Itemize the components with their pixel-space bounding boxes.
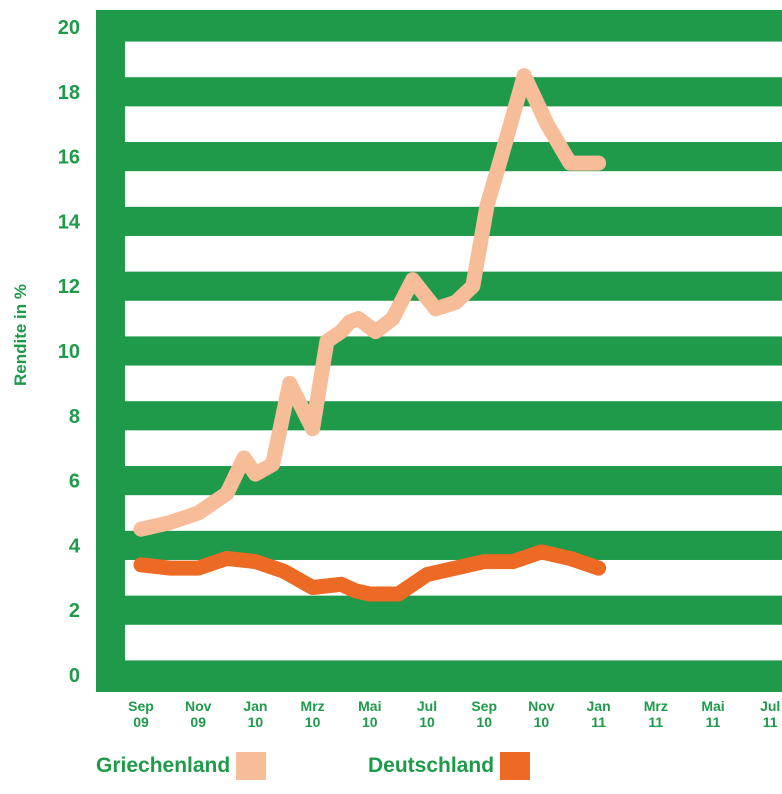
y-tick-label: 4 xyxy=(69,535,81,557)
legend-swatch xyxy=(236,752,267,780)
legend-item-griechenland: Griechenland xyxy=(96,752,267,780)
x-tick-month: Nov xyxy=(185,698,212,714)
x-tick-month: Mai xyxy=(701,698,724,714)
grid-band xyxy=(125,430,782,467)
y-tick-label: 8 xyxy=(69,406,80,428)
y-tick-label: 6 xyxy=(69,471,80,493)
x-tick-month: Mrz xyxy=(644,698,668,714)
legend-label: Griechenland xyxy=(96,754,231,777)
y-tick-label: 2 xyxy=(69,600,80,622)
grid-band xyxy=(125,41,782,78)
x-tick-year: 11 xyxy=(648,714,663,730)
y-tick-label: 18 xyxy=(58,82,80,104)
x-tick-month: Sep xyxy=(128,698,154,714)
x-tick-month: Jul xyxy=(417,698,437,714)
y-tick-label: 20 xyxy=(58,17,80,39)
grid-band xyxy=(125,235,782,272)
y-tick-label: 12 xyxy=(58,276,80,298)
x-tick-year: 10 xyxy=(534,714,550,730)
x-tick-year: 09 xyxy=(133,714,149,730)
x-tick-year: 10 xyxy=(248,714,264,730)
x-tick-month: Sep xyxy=(471,698,497,714)
x-tick-month: Mai xyxy=(358,698,381,714)
x-tick-year: 09 xyxy=(190,714,206,730)
x-tick-year: 11 xyxy=(706,714,721,730)
x-axis-ticks: Sep09Nov09Jan10Mrz10Mai10Jul10Sep10Nov10… xyxy=(128,698,780,730)
grid-band xyxy=(125,495,782,531)
x-tick-year: 10 xyxy=(476,714,492,730)
y-tick-label: 10 xyxy=(58,341,80,363)
grid-band xyxy=(125,106,782,143)
y-tick-label: 0 xyxy=(69,665,80,687)
grid-band xyxy=(125,365,782,402)
y-tick-label: 16 xyxy=(58,147,80,169)
y-tick-label: 14 xyxy=(58,211,81,233)
legend-item-deutschland: Deutschland xyxy=(368,752,531,780)
legend-label: Deutschland xyxy=(368,754,495,777)
x-tick-month: Mrz xyxy=(301,698,325,714)
series-line-deutschland xyxy=(133,544,607,602)
grid-band xyxy=(125,624,782,661)
x-tick-year: 10 xyxy=(419,714,435,730)
x-tick-year: 10 xyxy=(362,714,378,730)
x-tick-month: Jul xyxy=(760,698,780,714)
x-tick-year: 10 xyxy=(305,714,321,730)
x-tick-year: 11 xyxy=(763,714,778,730)
x-tick-month: Jan xyxy=(243,698,267,714)
grid-band xyxy=(125,171,782,207)
plot-background xyxy=(96,10,782,692)
series-line-griechenland xyxy=(133,68,607,537)
data-series xyxy=(133,68,607,602)
y-axis-ticks: 0 2 4 6 8 10 12 14 16 18 20 xyxy=(58,17,81,687)
x-tick-year: 11 xyxy=(591,714,606,730)
x-tick-month: Nov xyxy=(528,698,555,714)
legend-swatch xyxy=(500,752,531,780)
y-axis-label: Rendite in % xyxy=(11,284,30,386)
x-tick-month: Jan xyxy=(587,698,611,714)
